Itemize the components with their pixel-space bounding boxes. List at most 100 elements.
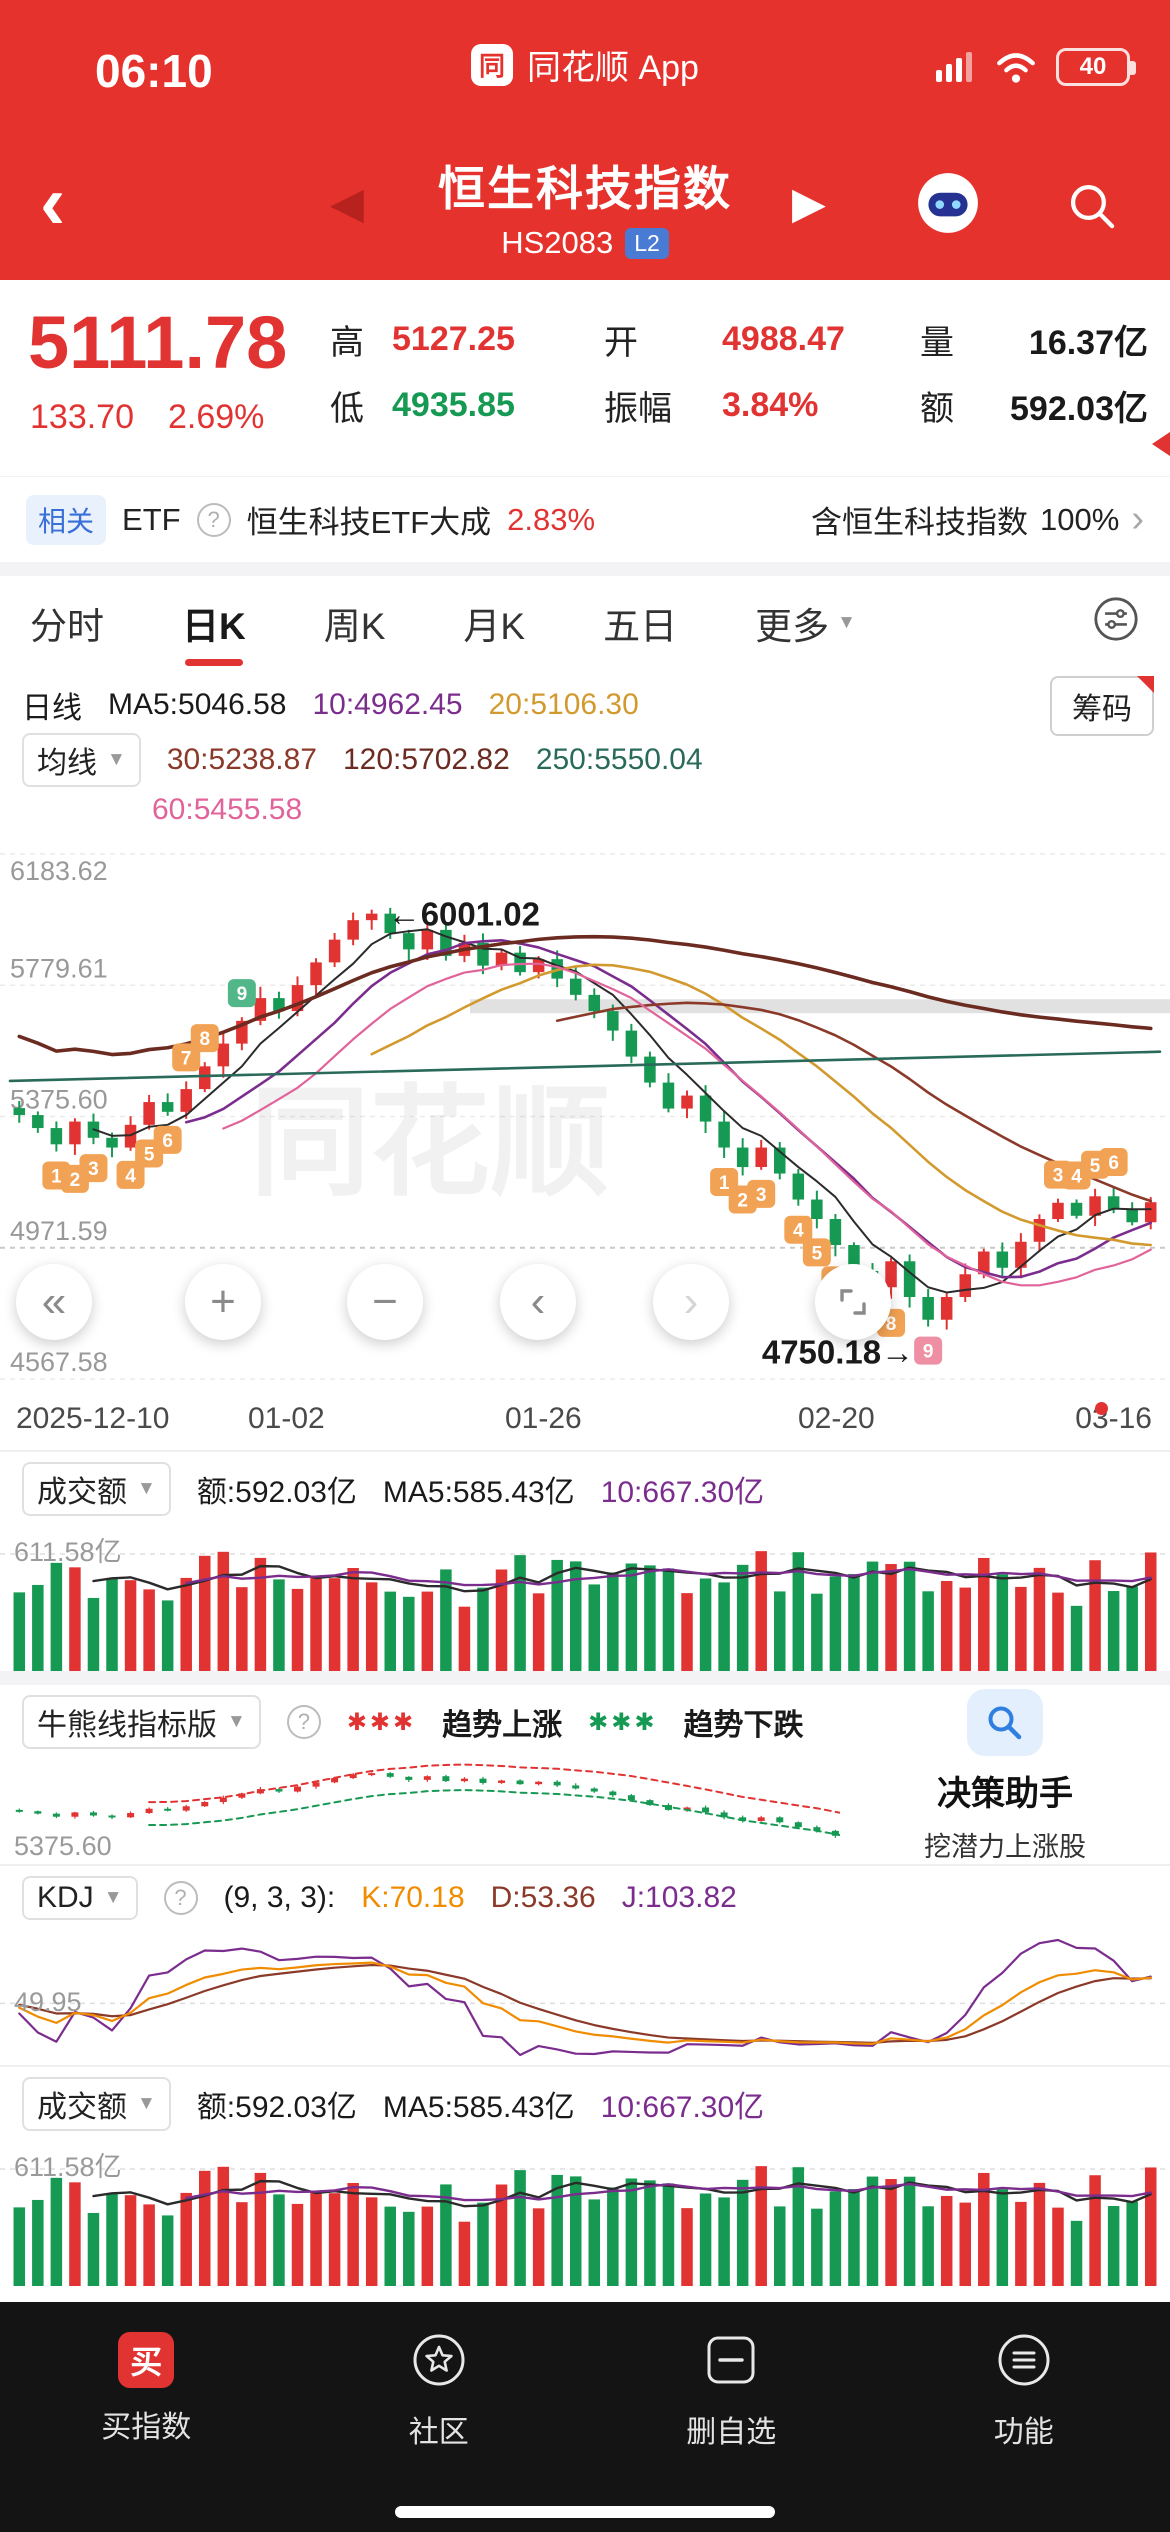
svg-text:8: 8 (886, 1314, 897, 1335)
menu-circle-icon (996, 2332, 1052, 2393)
chevron-right-icon[interactable]: › (1131, 498, 1144, 540)
kdj-selector[interactable]: KDJ ▼ (22, 1876, 138, 1920)
nav-features[interactable]: 功能 (924, 2332, 1124, 2451)
svg-text:3: 3 (88, 1159, 99, 1180)
kdj-d-value: D:53.36 (490, 1881, 596, 1914)
zoom-out-button[interactable]: − (347, 1264, 423, 1340)
svg-text:4567.58: 4567.58 (10, 1347, 108, 1377)
kdj-chart[interactable] (0, 1930, 1170, 2065)
volume-chart[interactable] (0, 1526, 1170, 1671)
rewind-button[interactable]: « (16, 1264, 92, 1340)
svg-text:4: 4 (125, 1166, 136, 1187)
help-icon[interactable]: ? (163, 1881, 198, 1915)
status-bar: 06:10 同 同花顺 App 40 (0, 0, 1170, 140)
x-label-3: 02-20 (798, 1402, 875, 1435)
indicator-settings-icon[interactable] (1092, 595, 1140, 652)
ma20-value: 20:5106.30 (488, 688, 639, 721)
chips-button[interactable]: 筹码 (1050, 676, 1154, 736)
stock-code: HS2083 (501, 225, 614, 260)
ma-selector[interactable]: 均线 ▼ (22, 733, 141, 787)
svg-text:5: 5 (144, 1145, 155, 1166)
svg-text:9: 9 (237, 984, 248, 1005)
kdj-j-value: J:103.82 (621, 1881, 737, 1914)
buy-icon: 买 (118, 2332, 175, 2388)
tab-weekly-k[interactable]: 周K (323, 606, 386, 647)
pan-right-button[interactable]: › (653, 1264, 729, 1340)
zoom-in-button[interactable]: + (185, 1264, 261, 1340)
kdj-y-label: 49.95 (14, 1987, 82, 2018)
low-label: 低 (330, 389, 364, 428)
assistant-magnifier-icon (967, 1689, 1043, 1756)
candlestick-chart[interactable]: 6183.62 5779.61 5375.60 4971.59 4567.58 同花顺 ←6… (0, 834, 1170, 1394)
svg-text:6183.62: 6183.62 (10, 856, 108, 886)
tab-daily-k[interactable]: 日K (182, 596, 246, 650)
bottom-nav: 买 买指数 社区 删自选 (0, 2302, 1170, 2532)
period-label: 日线 (22, 692, 82, 725)
amplitude-label: 振幅 (604, 389, 672, 428)
volume2-ma5: MA5:585.43亿 (382, 2091, 575, 2124)
etf-name[interactable]: 恒生科技ETF大成 (246, 505, 492, 540)
ma120-value: 120:5702.82 (342, 743, 510, 776)
volume-indicator-selector[interactable]: 成交额 ▼ (22, 1462, 171, 1516)
etf-weight: 100% (1040, 501, 1120, 537)
volume-ma5: MA5:585.43亿 (382, 1476, 575, 1509)
nav-bar: ‹ ◀ 恒生科技指数 HS2083 L2 ▶ (0, 140, 1170, 280)
level2-badge: L2 (625, 227, 669, 259)
prev-stock-icon[interactable]: ◀ (330, 179, 364, 228)
down-trend-stars: ✱✱✱ (588, 1708, 658, 1736)
svg-text:4: 4 (793, 1221, 804, 1242)
svg-text:←6001.02: ←6001.02 (388, 895, 540, 932)
high-label: 高 (330, 323, 364, 362)
pan-left-button[interactable]: ‹ (500, 1264, 576, 1340)
back-icon[interactable]: ‹ (40, 160, 66, 245)
nav-community[interactable]: 社区 (339, 2332, 539, 2451)
nav-remove-watchlist[interactable]: 删自选 (631, 2332, 831, 2451)
tab-fenshi[interactable]: 分时 (30, 606, 104, 647)
bull-bear-section: 牛熊线指标版 ▼ ? ✱✱✱ 趋势上涨 ✱✱✱ 趋势下跌 5375.60 决策助… (0, 1685, 1170, 1864)
x-label-0: 2025-12-10 (16, 1402, 170, 1435)
related-etf-bar[interactable]: 相关 ETF ? 恒生科技ETF大成 2.83% 含恒生科技指数 100% › (0, 476, 1170, 562)
etf-change-pct: 2.83% (507, 501, 596, 537)
battery-icon: 40 (1056, 48, 1136, 86)
tab-monthly-k[interactable]: 月K (463, 606, 526, 647)
home-indicator[interactable] (395, 2506, 775, 2518)
battery-nub (1130, 61, 1136, 75)
open-value: 4988.47 (722, 319, 845, 358)
etf-desc: 含恒生科技指数 (811, 505, 1029, 540)
price-change-pct: 2.69% (168, 398, 265, 436)
volume-chart-2[interactable] (0, 2141, 1170, 2286)
svg-text:4971.59: 4971.59 (10, 1216, 108, 1246)
svg-text:2: 2 (70, 1170, 81, 1191)
tab-more[interactable]: 更多 ▼ (755, 606, 856, 647)
chevron-down-icon: ▼ (227, 1711, 246, 1732)
search-icon[interactable] (1066, 180, 1118, 237)
app-logo-icon: 同 (471, 43, 514, 86)
assistant-subtitle: 挖潜力上涨股 (924, 1832, 1086, 1862)
section-gap (0, 1671, 1170, 1685)
volume2-amount: 额:592.03亿 (196, 2091, 357, 2124)
svg-text:同花顺: 同花顺 (250, 1076, 610, 1210)
next-stock-icon[interactable]: ▶ (792, 179, 826, 228)
section-gap (0, 562, 1170, 576)
help-icon[interactable]: ? (286, 1705, 321, 1739)
price-change: 133.70 (30, 398, 134, 436)
cellular-signal-icon (936, 52, 972, 82)
candlestick-chart-area[interactable]: 6183.62 5779.61 5375.60 4971.59 4567.58 同花顺 ←6… (0, 834, 1170, 1394)
volume2-indicator-selector[interactable]: 成交额 ▼ (22, 2077, 171, 2131)
app-banner[interactable]: 同 同花顺 App (471, 40, 699, 89)
kdj-section: KDJ ▼ ? (9, 3, 3): K:70.18 D:53.36 J:103… (0, 1866, 1170, 2065)
ai-robot-icon[interactable] (915, 170, 981, 241)
amplitude-value: 3.84% (722, 385, 819, 424)
volume2-ma10: 10:667.30亿 (600, 2091, 765, 2124)
fullscreen-button[interactable] (815, 1264, 891, 1340)
bull-bear-y-label: 5375.60 (14, 1831, 112, 1861)
chevron-down-icon: ▼ (107, 749, 126, 770)
nav-buy-index[interactable]: 买 买指数 (46, 2332, 246, 2446)
svg-text:1: 1 (51, 1167, 62, 1188)
bull-bear-selector[interactable]: 牛熊线指标版 ▼ (22, 1695, 261, 1749)
decision-assistant-button[interactable]: 决策助手 挖潜力上涨股 (840, 1689, 1170, 1864)
tab-five-day[interactable]: 五日 (603, 606, 678, 647)
ma60-value: 60:5455.58 (152, 793, 303, 826)
help-icon[interactable]: ? (196, 502, 231, 537)
svg-text:5779.61: 5779.61 (10, 953, 108, 983)
